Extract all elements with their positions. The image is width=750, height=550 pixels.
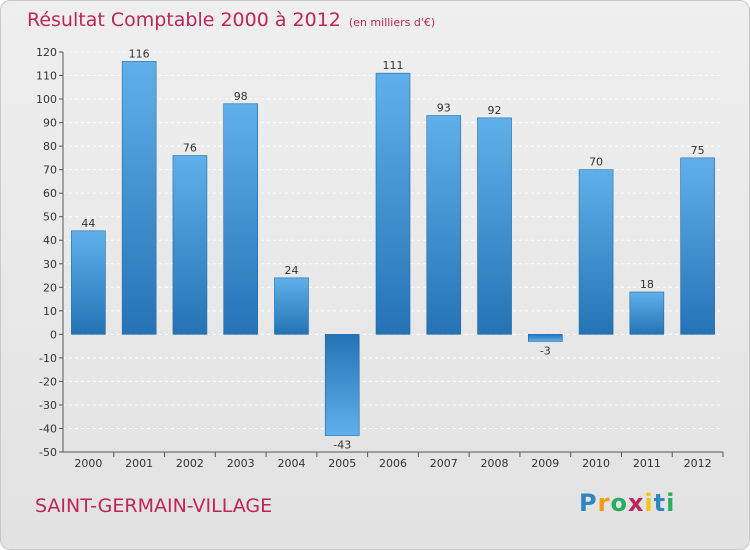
data-label-2012: 75 bbox=[691, 144, 705, 157]
proxiti-logo[interactable]: Proxiti bbox=[579, 489, 675, 517]
bar-2003 bbox=[223, 103, 258, 335]
y-tick-label: 90 bbox=[43, 117, 57, 130]
bar-2010 bbox=[578, 169, 614, 335]
data-label-2008: 92 bbox=[488, 104, 502, 117]
commune-name: SAINT-GERMAIN-VILLAGE bbox=[35, 495, 273, 517]
data-label-2010: 70 bbox=[589, 156, 603, 169]
data-label-2007: 93 bbox=[437, 102, 451, 115]
y-tick-label: 0 bbox=[50, 328, 57, 341]
x-tick-label: 2002 bbox=[176, 457, 204, 470]
x-tick-label: 2007 bbox=[430, 457, 458, 470]
x-tick-label: 2000 bbox=[74, 457, 102, 470]
bar-2001 bbox=[121, 61, 157, 335]
bar-2012 bbox=[680, 157, 715, 335]
chart-subtitle: (en milliers d'€) bbox=[348, 16, 436, 29]
x-tick-label: 2005 bbox=[328, 457, 356, 470]
y-tick-label: 100 bbox=[36, 93, 57, 106]
x-tick-label: 2006 bbox=[379, 457, 407, 470]
data-label-2005: -43 bbox=[333, 439, 351, 452]
logo-letter: i bbox=[644, 489, 654, 517]
y-tick-label: 50 bbox=[43, 211, 57, 224]
y-tick-label: 120 bbox=[36, 46, 57, 59]
logo-letter: o bbox=[610, 489, 628, 517]
y-tick-label: -50 bbox=[39, 446, 57, 459]
x-tick-label: 2001 bbox=[125, 457, 153, 470]
bar-2007 bbox=[426, 115, 462, 335]
data-label-2002: 76 bbox=[183, 142, 197, 155]
axes: -50 -40 -30 -20 -10 0 10 20 30 40 50 60 70 80 90 100 110… bbox=[36, 46, 724, 470]
logo-letter: x bbox=[627, 489, 645, 517]
bar-2011 bbox=[629, 291, 665, 335]
logo-letter: P bbox=[579, 489, 598, 517]
y-tick-label: 70 bbox=[43, 164, 57, 177]
data-label-2011: 18 bbox=[640, 278, 654, 291]
logo-letter: t bbox=[653, 489, 667, 517]
data-label-2001: 116 bbox=[129, 47, 150, 60]
x-tick-label: 2004 bbox=[277, 457, 305, 470]
x-tick-label: 2012 bbox=[684, 457, 712, 470]
bar-2002 bbox=[172, 155, 208, 335]
bars bbox=[71, 61, 715, 436]
y-tick-label: 40 bbox=[43, 234, 57, 247]
y-tick-label: 30 bbox=[43, 258, 57, 271]
y-tick-label: -10 bbox=[39, 352, 57, 365]
y-tick-label: -40 bbox=[39, 422, 57, 435]
chart-title: Résultat Comptable 2000 à 2012 (en millie… bbox=[27, 9, 435, 31]
logo-letter: r bbox=[597, 489, 611, 517]
logo-letter: i bbox=[666, 489, 676, 517]
y-tick-label: 20 bbox=[43, 281, 57, 294]
bar-2009 bbox=[528, 334, 563, 342]
data-label-2009: -3 bbox=[540, 344, 551, 357]
y-tick-label: 10 bbox=[43, 305, 57, 318]
x-tick-label: 2011 bbox=[633, 457, 661, 470]
x-tick-label: 2009 bbox=[531, 457, 559, 470]
bar-2006 bbox=[375, 72, 411, 335]
data-label-2004: 24 bbox=[284, 264, 298, 277]
y-tick-label: 60 bbox=[43, 187, 57, 200]
bar-2005 bbox=[324, 334, 360, 436]
y-tick-label: 110 bbox=[36, 70, 57, 83]
y-tick-label: -20 bbox=[39, 375, 57, 388]
bar-2004 bbox=[274, 277, 309, 335]
y-tick-label: 80 bbox=[43, 140, 57, 153]
data-label-2003: 98 bbox=[234, 90, 248, 103]
x-tick-label: 2003 bbox=[227, 457, 255, 470]
y-tick-label: -30 bbox=[39, 399, 57, 412]
x-tick-label: 2008 bbox=[481, 457, 509, 470]
bar-2000 bbox=[71, 230, 106, 335]
title-text: Résultat Comptable 2000 à 2012 bbox=[27, 9, 341, 31]
data-labels: 44 116 76 98 24 -43 111 93 92 -3 70 18 75 bbox=[81, 47, 704, 451]
data-label-2000: 44 bbox=[81, 217, 95, 230]
data-label-2006: 111 bbox=[383, 59, 404, 72]
x-tick-label: 2010 bbox=[582, 457, 610, 470]
bar-2008 bbox=[477, 117, 512, 335]
